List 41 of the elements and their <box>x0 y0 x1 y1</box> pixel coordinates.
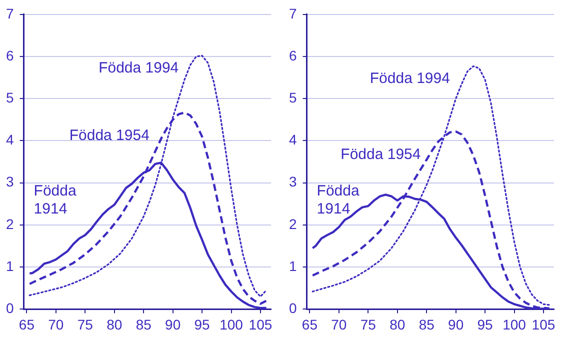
x-tick-label: 80 <box>390 316 406 332</box>
y-tick-label: 4 <box>288 132 297 148</box>
x-tick-label: 65 <box>18 316 35 332</box>
y-tick-label: 7 <box>6 5 14 22</box>
series-label: Födda 1994 <box>98 59 179 76</box>
series-label: Födda 1994 <box>370 70 450 87</box>
series-label: Födda 1954 <box>69 126 150 144</box>
y-tick-label: 7 <box>288 5 297 22</box>
y-tick-label: 6 <box>6 47 14 64</box>
series-label: Födda 1914 <box>316 182 360 218</box>
y-tick-label: 0 <box>6 300 14 316</box>
x-tick-label: 95 <box>194 316 210 332</box>
x-tick-label: 85 <box>418 316 435 332</box>
x-tick-label: 100 <box>502 316 526 332</box>
y-tick-label: 3 <box>288 174 297 190</box>
x-tick-label: 65 <box>302 316 318 332</box>
x-tick-label: 95 <box>477 316 494 332</box>
line-series <box>312 65 550 306</box>
x-tick-label: 85 <box>136 316 152 332</box>
x-tick-label: 70 <box>331 316 347 332</box>
x-tick-label: 90 <box>448 316 464 332</box>
y-tick-label: 2 <box>288 216 297 232</box>
y-tick-label: 5 <box>288 89 297 106</box>
series-label: Födda 1914 <box>34 182 77 218</box>
x-tick-label: 100 <box>220 316 244 332</box>
y-tick-label: 4 <box>6 132 14 148</box>
y-tick-label: 6 <box>288 47 297 64</box>
y-tick-label: 2 <box>6 216 14 232</box>
series-label: Födda 1954 <box>340 146 421 163</box>
x-tick-label: 105 <box>532 316 556 332</box>
y-tick-label: 1 <box>6 258 14 274</box>
y-tick-label: 1 <box>288 258 297 274</box>
y-tick-label: 0 <box>288 300 297 316</box>
x-tick-label: 75 <box>77 316 94 332</box>
x-tick-label: 105 <box>248 316 272 332</box>
y-tick-label: 5 <box>6 89 14 106</box>
x-tick-label: 90 <box>165 316 181 332</box>
x-tick-label: 80 <box>106 316 122 332</box>
y-tick-label: 3 <box>6 174 14 190</box>
x-tick-label: 70 <box>48 316 64 332</box>
x-tick-label: 75 <box>360 316 376 332</box>
